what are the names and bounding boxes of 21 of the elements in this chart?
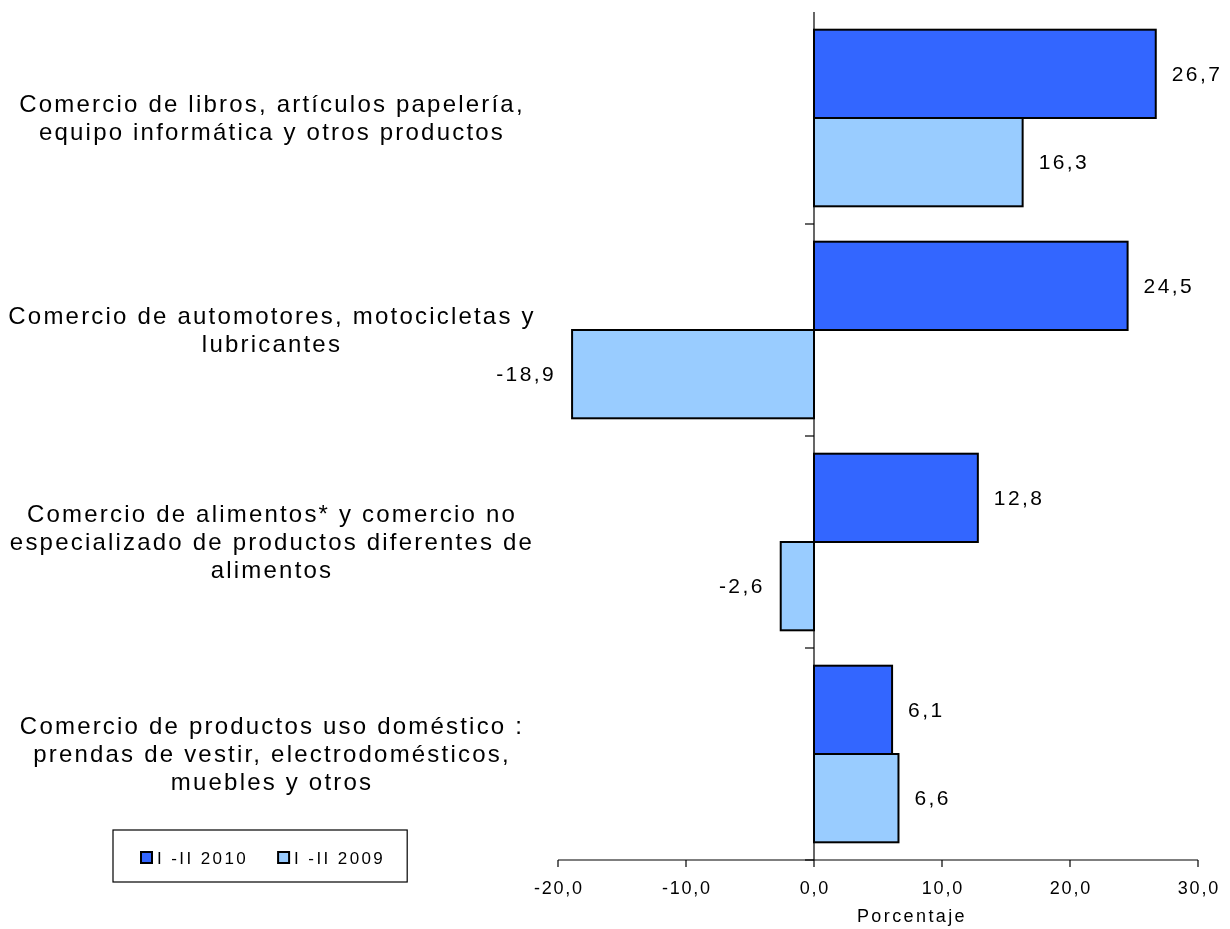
x-tick-label: 10,0	[921, 878, 965, 898]
y-tick-label: Comercio de automotores, motocicletas y lubricantes	[8, 302, 536, 358]
x-tick-label: -20,0	[533, 878, 584, 898]
x-tick-label: 20,0	[1049, 878, 1093, 898]
data-label: 12,8	[993, 486, 1045, 510]
x-tick-label: 0,0	[799, 878, 831, 898]
x-axis-title: Porcentaje	[856, 906, 968, 926]
data-label: 26,7	[1171, 62, 1223, 86]
x-tick-label: -10,0	[661, 878, 712, 898]
data-label: -18,9	[496, 362, 557, 386]
x-tick-label: 30,0	[1177, 878, 1221, 898]
y-tick-label: Comercio de productos uso doméstico : prendas de vestir, electrodomésticos, muebles y otros	[19, 712, 525, 796]
data-label: 6,1	[908, 698, 945, 722]
data-label: 6,6	[914, 786, 951, 810]
data-label: -2,6	[718, 574, 765, 598]
legend-label: I -II 2009	[294, 848, 386, 868]
data-label: 24,5	[1143, 274, 1195, 298]
y-tick-label: Comercio de alimentos* y comercio no especializado de productos diferentes de alimentos	[9, 500, 535, 584]
y-tick-label: Comercio de libros, artículos papelería, equipo informática y otros productos	[19, 90, 525, 146]
data-label: 16,3	[1038, 150, 1090, 174]
legend-label: I -II 2010	[157, 848, 249, 868]
